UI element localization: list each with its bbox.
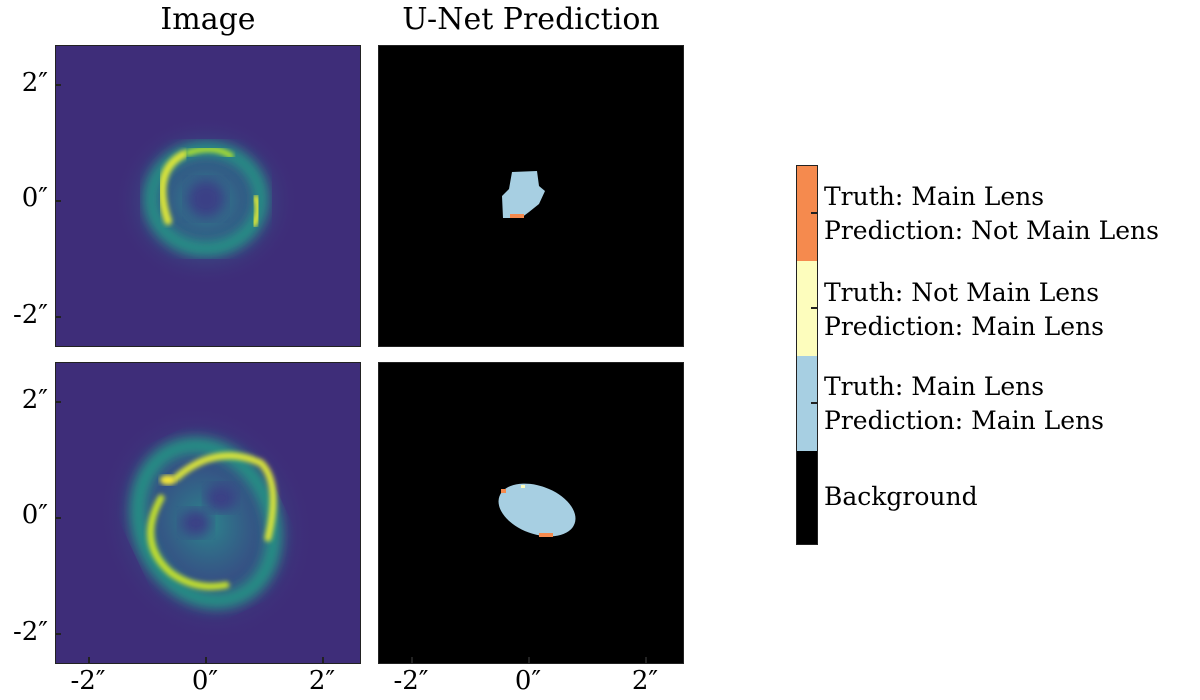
legend-label-bg: Background: [824, 480, 978, 514]
prediction-column-title: U-Net Prediction: [402, 2, 660, 37]
lens-image-bottom: [56, 363, 360, 663]
x-tick-label: -2″: [70, 666, 106, 696]
x-tick-label: 2″: [308, 666, 336, 696]
legend-colorbar: [796, 165, 818, 545]
lens-core-lower: [180, 509, 212, 537]
y-tick-mark: [55, 517, 61, 519]
y-tick-label: 0″: [21, 500, 48, 530]
x-tick-mark: [411, 657, 413, 663]
legend-swatch-fp: [797, 261, 817, 356]
prediction-panel-top: [378, 45, 684, 347]
lensed-knot: [160, 475, 176, 485]
predicted-lens-region: [498, 483, 576, 537]
legend-swatch-fn: [797, 166, 817, 261]
lens-center: [186, 179, 226, 219]
x-tick-label: 0″: [514, 666, 542, 696]
legend-label-line: Prediction: Main Lens: [824, 406, 1105, 435]
y-tick-label: -2″: [12, 617, 48, 647]
x-tick-label: 0″: [191, 666, 219, 696]
lensed-arc-left: [158, 150, 188, 225]
legend-label-fn: Truth: Main Lens Prediction: Not Main Le…: [824, 180, 1159, 248]
legend-label-fp: Truth: Not Main Lens Prediction: Main Le…: [824, 276, 1104, 344]
x-tick-label: 2″: [631, 666, 659, 696]
false-negative-pixels: [510, 214, 524, 218]
legend-label-line: Truth: Main Lens: [824, 182, 1045, 211]
predicted-lens-region: [502, 171, 545, 218]
image-column-title: Image: [160, 2, 256, 37]
y-tick-mark: [55, 200, 61, 202]
y-tick-mark: [55, 633, 61, 635]
y-tick-mark: [55, 316, 61, 318]
y-tick-mark: [55, 84, 61, 86]
legend-label-line: Truth: Not Main Lens: [824, 278, 1100, 307]
legend-label-line: Truth: Main Lens: [824, 372, 1045, 401]
lens-image-panel-bottom: [55, 362, 361, 664]
lens-image-top: [56, 46, 360, 346]
legend-label-line: Prediction: Not Main Lens: [824, 216, 1159, 245]
prediction-mask-top: [502, 171, 545, 218]
y-tick-label: 2″: [21, 385, 48, 415]
prediction-mask-bottom: [498, 483, 576, 537]
false-positive-pixels: [521, 485, 525, 488]
colorbar-tick: [811, 402, 817, 404]
legend-label-line: Background: [824, 482, 978, 511]
legend-swatch-tp: [797, 356, 817, 451]
x-tick-mark: [322, 657, 324, 663]
x-tick-mark: [205, 657, 207, 663]
lensed-arc-upper: [185, 146, 234, 159]
y-tick-label: 0″: [21, 183, 48, 213]
false-negative-pixels: [501, 489, 506, 493]
legend-swatch-bg: [797, 451, 817, 544]
prediction-panel-bottom: [378, 362, 684, 664]
legend-label-line: Prediction: Main Lens: [824, 312, 1105, 341]
y-tick-mark: [55, 401, 61, 403]
lensed-arc-top: [172, 452, 277, 542]
lens-image-panel-top: [55, 45, 361, 347]
y-tick-label: 2″: [21, 68, 48, 98]
x-tick-mark: [645, 657, 647, 663]
false-negative-pixels: [539, 533, 553, 537]
colorbar-tick: [811, 212, 817, 214]
x-tick-mark: [528, 657, 530, 663]
lensed-arc-right: [250, 194, 262, 228]
colorbar-tick: [811, 307, 817, 309]
lens-ring-glow: [130, 437, 282, 609]
x-tick-label: -2″: [393, 666, 429, 696]
x-tick-mark: [88, 657, 90, 663]
lensed-arc-left: [147, 494, 230, 590]
y-tick-label: -2″: [12, 300, 48, 330]
legend-label-tp: Truth: Main Lens Prediction: Main Lens: [824, 370, 1104, 438]
lens-core-upper: [205, 484, 237, 512]
